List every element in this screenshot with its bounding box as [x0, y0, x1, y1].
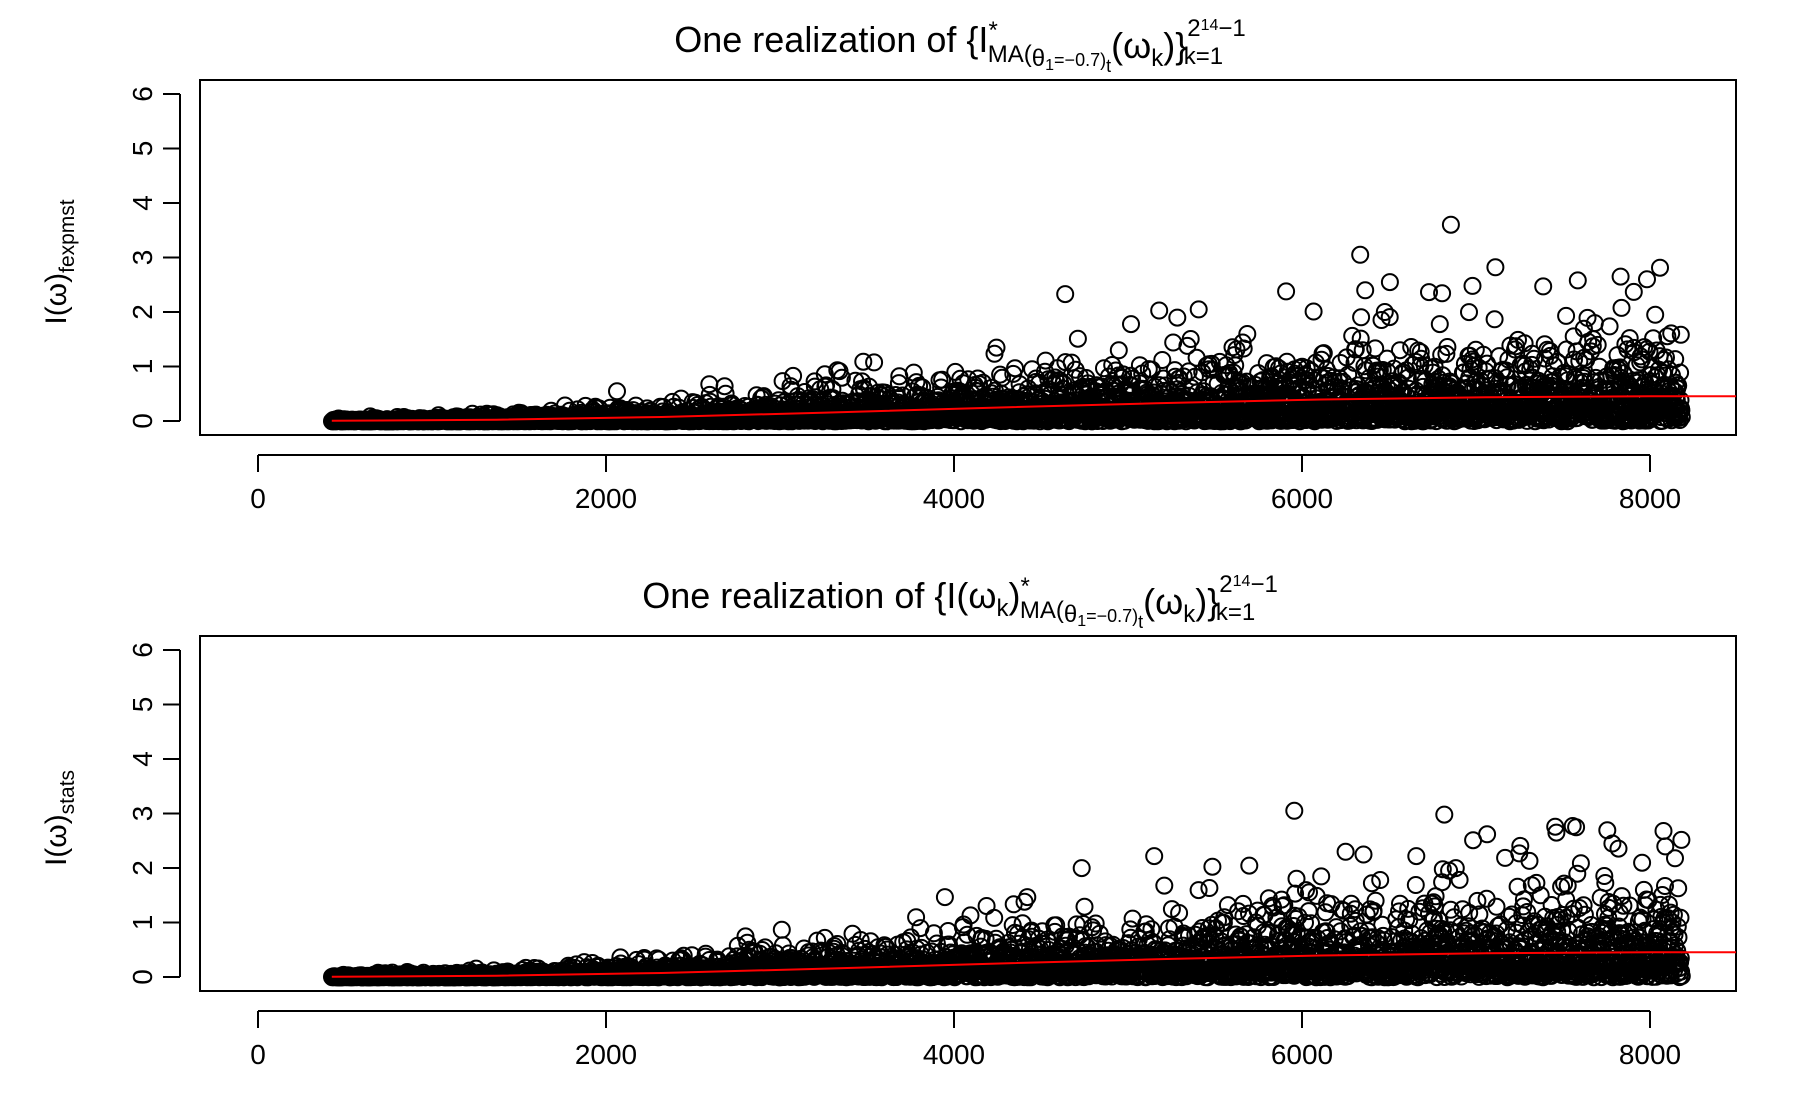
data-point — [1600, 317, 1619, 336]
data-point — [1122, 315, 1140, 334]
x-tick-label: 6000 — [1271, 483, 1333, 514]
data-point-outlier — [1189, 300, 1208, 319]
y-tick-label: 1 — [127, 359, 158, 375]
data-point — [1142, 360, 1161, 379]
data-point — [1202, 354, 1221, 373]
data-point — [991, 365, 1010, 384]
data-point — [1463, 276, 1482, 295]
data-point-outlier — [1380, 273, 1399, 292]
data-point-outlier — [1534, 277, 1553, 296]
panel-top-plot-frame — [199, 79, 1737, 436]
data-point — [1430, 315, 1449, 334]
panel-bottom-ylabel: I(ω)stats — [40, 770, 79, 866]
data-point-outlier — [1646, 305, 1665, 324]
y-tick-label: 2 — [127, 304, 158, 320]
panel-bottom: One realization of {I(ωk)* MA(θ1=−0.7)t(ω… — [40, 571, 1737, 1070]
data-point-outlier — [1460, 303, 1478, 322]
data-point — [854, 352, 873, 371]
data-point — [889, 374, 908, 393]
data-point — [784, 366, 803, 385]
data-point-outlier — [1568, 271, 1587, 290]
data-point — [1557, 306, 1576, 325]
data-point-outlier — [608, 382, 626, 401]
y-tick-label: 3 — [127, 250, 158, 266]
data-point-outlier — [700, 375, 719, 394]
data-point — [1006, 359, 1024, 378]
data-point-outlier — [1486, 258, 1505, 277]
panel-top-x-axis: 0 2000 4000 6000 8000 — [250, 454, 1681, 514]
panel-top: One realization of {I* MA(θ1=−0.7)t(ωk)}2… — [40, 15, 1737, 514]
panel-top-title: One realization of {I* MA(θ1=−0.7)t(ωk)}2… — [674, 15, 1246, 76]
data-point-outlier — [1441, 215, 1460, 234]
y-tick-label: 6 — [127, 86, 158, 102]
data-point-outlier — [1150, 301, 1169, 320]
data-point — [1068, 329, 1087, 348]
data-point-outlier — [865, 353, 884, 372]
x-tick-label: 2000 — [575, 483, 637, 514]
data-point — [1612, 298, 1631, 317]
y-tick-label: 4 — [127, 195, 158, 211]
data-point — [1238, 325, 1257, 343]
data-point-outlier — [1356, 281, 1375, 300]
data-point-outlier — [1277, 282, 1296, 301]
data-point — [993, 368, 1012, 387]
x-tick-label: 0 — [250, 483, 266, 514]
panel-top-ylabel: I(ω)fexpmst — [40, 199, 79, 324]
y-tick-label: 5 — [127, 141, 158, 157]
data-point — [1023, 360, 1042, 379]
data-point-outlier — [1638, 270, 1656, 289]
data-point — [1352, 308, 1371, 327]
data-point — [987, 338, 1006, 357]
data-point — [1130, 356, 1149, 375]
y-tick-label: 0 — [127, 413, 158, 429]
data-point — [933, 370, 952, 389]
data-point — [1036, 351, 1055, 370]
panel-bottom-title: One realization of {I(ωk)* MA(θ1=−0.7)t(ω… — [642, 571, 1278, 632]
data-point-outlier — [1611, 267, 1630, 286]
data-point — [1122, 376, 1141, 395]
data-point-outlier — [1351, 245, 1370, 264]
data-point — [1485, 310, 1504, 329]
data-point — [1304, 302, 1323, 321]
data-point — [1109, 341, 1128, 360]
data-point — [1153, 351, 1172, 369]
data-point — [1181, 330, 1200, 348]
x-tick-label: 4000 — [923, 483, 985, 514]
data-point — [913, 378, 932, 397]
data-point — [823, 380, 842, 399]
data-point-outlier — [1168, 308, 1187, 327]
data-point — [1391, 341, 1409, 360]
x-tick-label: 8000 — [1619, 483, 1681, 514]
panel-bottom-points — [323, 801, 1691, 987]
data-point — [1233, 333, 1252, 352]
data-point-outlier — [1056, 285, 1075, 304]
data-point-outlier — [1624, 282, 1643, 301]
data-point — [1651, 258, 1669, 277]
panel-top-y-axis: 0 1 2 3 4 5 6 — [127, 86, 181, 429]
